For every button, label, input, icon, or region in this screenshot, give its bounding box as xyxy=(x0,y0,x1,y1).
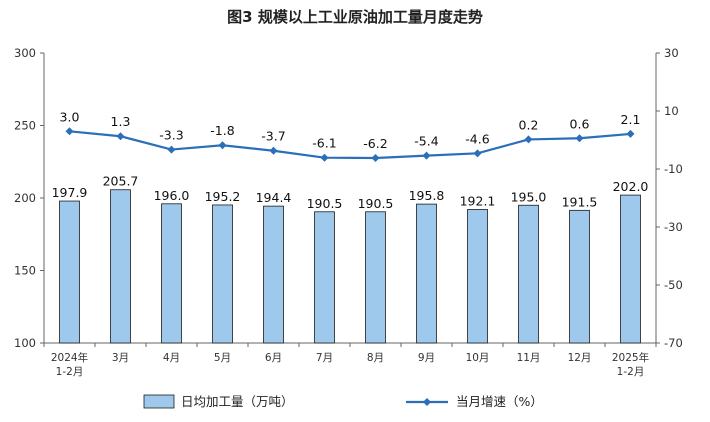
growth-point xyxy=(65,127,74,136)
growth-point xyxy=(320,153,329,162)
x-tick-label: 1-2月 xyxy=(617,366,645,378)
growth-value-label: -4.6 xyxy=(465,131,489,146)
growth-point xyxy=(473,149,482,158)
x-tick-label: 2024年 xyxy=(51,351,88,364)
x-tick-label: 11月 xyxy=(517,352,541,364)
bar xyxy=(59,200,80,344)
x-tick-label: 10月 xyxy=(466,352,490,364)
bar-value-label: 192.1 xyxy=(460,193,496,208)
bar-value-label: 195.2 xyxy=(205,189,241,204)
left-tick-label: 100 xyxy=(14,336,36,350)
left-tick-label: 300 xyxy=(14,46,36,60)
growth-value-label: -1.8 xyxy=(210,123,234,138)
bar xyxy=(212,204,233,344)
growth-value-label: 0.2 xyxy=(519,117,539,132)
x-tick-label: 8月 xyxy=(367,352,384,364)
growth-value-label: -3.3 xyxy=(159,128,183,143)
bar xyxy=(620,194,641,344)
x-tick-label: 1-2月 xyxy=(56,366,84,378)
bar-value-label: 194.4 xyxy=(256,190,292,205)
x-tick-label: 3月 xyxy=(112,352,129,364)
right-tick-label: -10 xyxy=(664,162,683,176)
bar xyxy=(518,204,539,344)
right-tick-label: 30 xyxy=(664,46,679,60)
x-tick-label: 6月 xyxy=(265,352,282,364)
bar xyxy=(314,211,335,344)
x-tick-label: 2025年 xyxy=(612,351,649,364)
chart-title: 图3 规模以上工业原油加工量月度走势 xyxy=(227,8,483,26)
growth-point xyxy=(371,153,380,162)
left-tick-label: 200 xyxy=(14,191,36,205)
growth-point xyxy=(626,129,635,138)
bar xyxy=(365,211,386,344)
legend-line-label: 当月增速（%） xyxy=(456,394,543,409)
left-tick-label: 150 xyxy=(14,264,36,278)
bar xyxy=(467,209,488,344)
bar-value-label: 190.5 xyxy=(307,196,343,211)
growth-value-label: 0.6 xyxy=(570,116,590,131)
bar-value-label: 190.5 xyxy=(358,196,394,211)
bar-value-label: 195.8 xyxy=(409,188,445,203)
bar-value-label: 196.0 xyxy=(154,188,190,203)
x-tick-label: 7月 xyxy=(316,352,333,364)
growth-value-label: -3.7 xyxy=(261,129,285,144)
growth-value-label: 2.1 xyxy=(621,112,641,127)
left-tick-label: 250 xyxy=(14,119,36,133)
growth-value-label: -6.2 xyxy=(363,136,387,151)
bar-value-label: 205.7 xyxy=(103,174,139,189)
growth-point xyxy=(116,132,125,141)
right-tick-label: -50 xyxy=(664,278,683,292)
bar xyxy=(416,203,437,344)
x-tick-label: 9月 xyxy=(418,352,435,364)
bar-value-label: 197.9 xyxy=(52,185,88,200)
x-tick-label: 5月 xyxy=(214,352,231,364)
bar-value-label: 195.0 xyxy=(511,189,547,204)
bar xyxy=(110,189,131,344)
legend-line-marker xyxy=(423,398,431,406)
legend-bar-label: 日均加工量（万吨） xyxy=(181,394,294,409)
legend-bar-swatch xyxy=(143,394,175,409)
growth-point xyxy=(167,145,176,154)
right-tick-label: -70 xyxy=(664,336,683,350)
x-tick-label: 12月 xyxy=(568,352,592,364)
growth-value-label: 1.3 xyxy=(111,114,131,129)
bar xyxy=(263,205,284,344)
bar-value-label: 191.5 xyxy=(562,194,598,209)
growth-line xyxy=(69,130,631,160)
growth-value-label: 3.0 xyxy=(60,109,80,124)
growth-point xyxy=(218,141,227,150)
growth-point xyxy=(269,146,278,155)
right-tick-label: -30 xyxy=(664,220,683,234)
growth-point xyxy=(524,135,533,144)
x-tick-label: 4月 xyxy=(163,352,180,364)
bar xyxy=(161,203,182,344)
growth-value-label: -6.1 xyxy=(312,136,336,151)
growth-point xyxy=(422,151,431,160)
growth-value-label: -5.4 xyxy=(414,134,438,149)
bar xyxy=(569,209,590,344)
bar-value-label: 202.0 xyxy=(613,179,649,194)
growth-point xyxy=(575,134,584,143)
right-tick-label: 10 xyxy=(664,104,679,118)
